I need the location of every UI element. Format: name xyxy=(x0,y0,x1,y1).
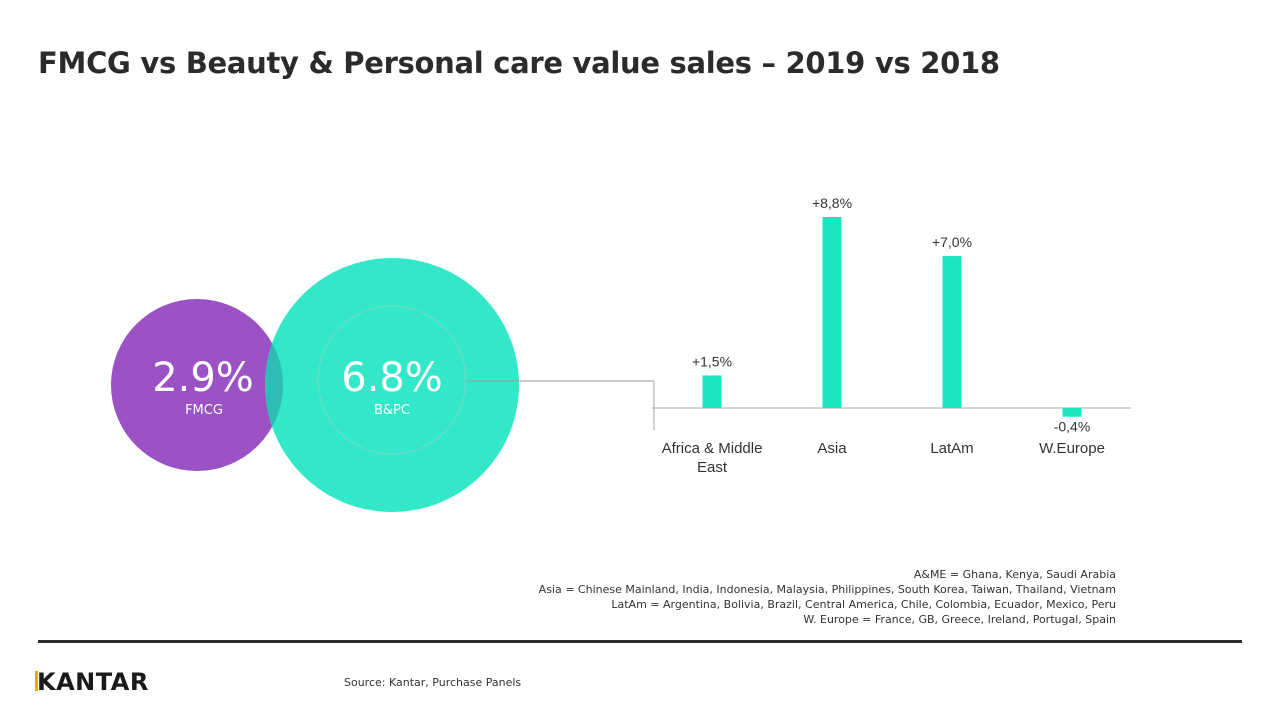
fmcg-value: 2.9% xyxy=(152,355,254,401)
bar-chart: +1,5% Africa & Middle East +8,8% Asia +7,0% La… xyxy=(652,195,1131,476)
venn-overlap xyxy=(265,343,283,427)
source-note: Source: Kantar, Purchase Panels xyxy=(344,676,522,689)
region-notes: A&ME = Ghana, Kenya, Saudi Arabia Asia =… xyxy=(539,567,1116,627)
bpc-circle xyxy=(265,258,519,512)
note-weurope: W. Europe = France, GB, Greece, Ireland,… xyxy=(803,613,1116,626)
category-label-1-line-2: East xyxy=(697,459,728,476)
fmcg-circle xyxy=(111,299,283,471)
bar-3 xyxy=(942,256,962,408)
bpc-label: B&PC xyxy=(374,403,410,418)
page-title: FMCG vs Beauty & Personal care value sal… xyxy=(38,46,1000,80)
data-label-4: -0,4% xyxy=(1054,419,1091,435)
category-label-1-line-1: Africa & Middle xyxy=(662,440,763,457)
data-label-3: +7,0% xyxy=(932,234,972,250)
logo-rest: ANTAR xyxy=(56,668,149,696)
bpc-value: 6.8% xyxy=(341,355,443,401)
data-label-2: +8,8% xyxy=(812,195,852,211)
fmcg-label: FMCG xyxy=(185,403,223,418)
bar-1 xyxy=(702,375,722,408)
bpc-inner-ring xyxy=(317,305,467,455)
note-ame: A&ME = Ghana, Kenya, Saudi Arabia xyxy=(913,568,1116,581)
note-latam: LatAm = Argentina, Bolivia, Brazil, Cent… xyxy=(611,598,1116,611)
category-label-2: Asia xyxy=(817,440,847,457)
category-label-3: LatAm xyxy=(930,440,973,457)
logo-k: K xyxy=(37,668,57,696)
bar-4 xyxy=(1062,408,1082,417)
category-label-4: W.Europe xyxy=(1039,440,1105,457)
footer-divider xyxy=(38,640,1242,643)
note-asia: Asia = Chinese Mainland, India, Indonesi… xyxy=(538,583,1116,596)
data-label-1: +1,5% xyxy=(692,353,732,369)
kantar-logo: KANTAR xyxy=(37,668,149,696)
bar-2 xyxy=(822,217,842,408)
